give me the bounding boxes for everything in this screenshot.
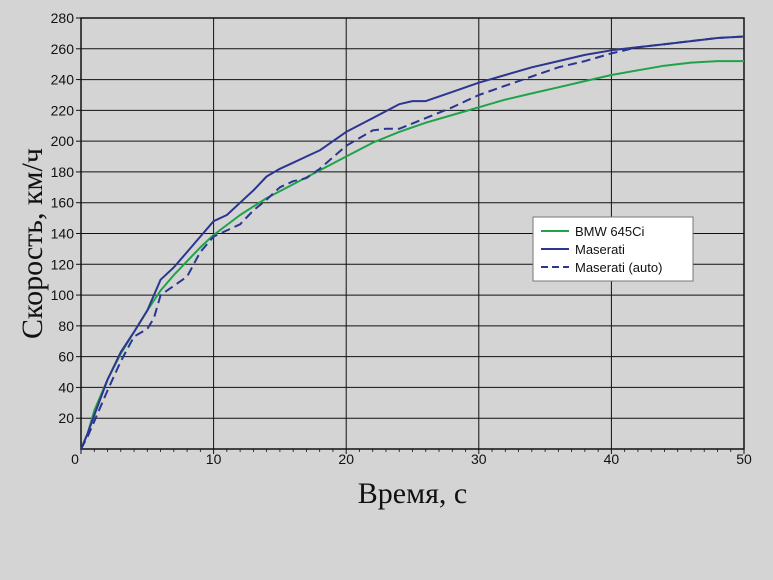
series-line-maserati-auto: [80, 35, 745, 450]
y-tick-label: 120: [51, 256, 75, 272]
y-tick-label: 160: [51, 195, 75, 211]
y-axis-title: Скорость, км/ч: [16, 148, 49, 339]
legend-label: Maserati: [575, 242, 625, 257]
y-tick-label: 220: [51, 102, 75, 118]
y-tick-label: 200: [51, 133, 75, 149]
y-tick-label: 240: [51, 72, 75, 88]
x-tick-label: 30: [471, 451, 487, 467]
y-tick-label: 280: [51, 10, 75, 26]
series-line-maserati: [80, 35, 745, 450]
y-tick-label: 20: [58, 410, 74, 426]
y-tick-label: 140: [51, 226, 75, 242]
x-axis-title: Время, с: [358, 477, 467, 510]
y-tick-label: 260: [51, 41, 75, 57]
y-tick-label: 60: [58, 349, 74, 365]
series-lines: [80, 35, 745, 450]
legend-label: BMW 645Ci: [575, 224, 644, 239]
y-tick-label: 100: [51, 287, 75, 303]
legend: BMW 645Ci Maserati Maserati (auto): [532, 216, 694, 282]
x-tick-label: 10: [206, 451, 222, 467]
axes: 20 40 60 80 100 120 140 160 180 200 220 240 260 280 0 1…: [51, 10, 752, 467]
x-tick-label: 40: [604, 451, 620, 467]
x-tick-label: 20: [338, 451, 354, 467]
x-tick-label: 0: [71, 451, 79, 467]
y-tick-label: 180: [51, 164, 75, 180]
x-tick-label: 50: [736, 451, 752, 467]
legend-label: Maserati (auto): [575, 260, 662, 275]
y-tick-label: 80: [58, 318, 74, 334]
y-tick-label: 40: [58, 379, 74, 395]
